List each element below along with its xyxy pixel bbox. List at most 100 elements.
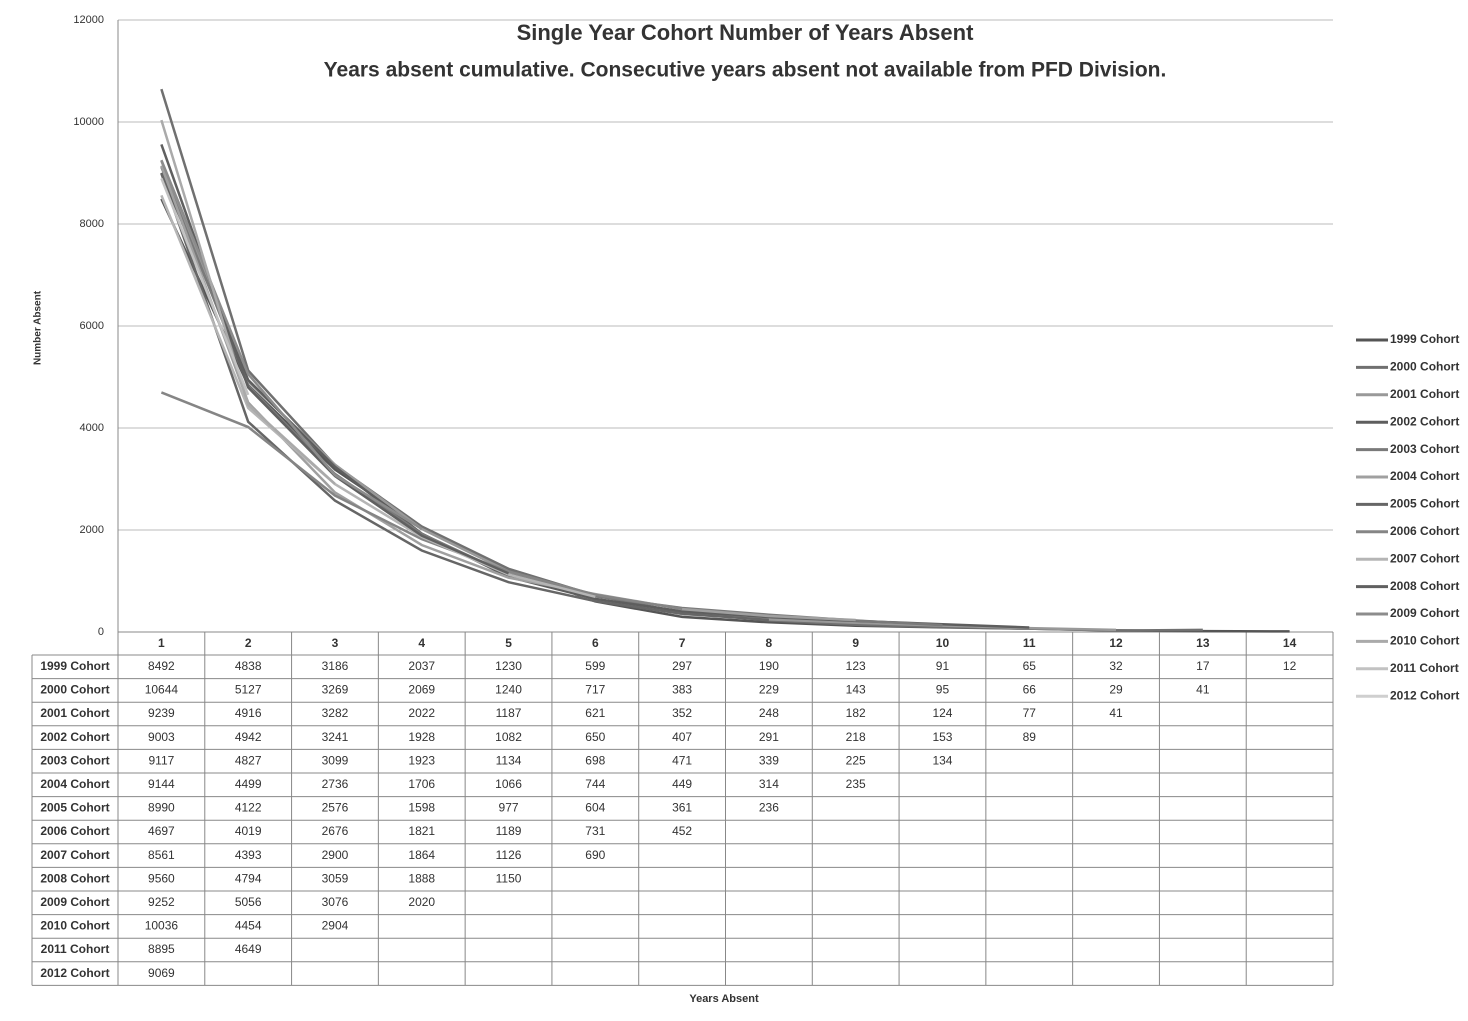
table-value: 9239 (148, 706, 175, 720)
table-value: 4942 (235, 730, 262, 744)
table-value: 2037 (408, 659, 435, 673)
table-value: 604 (585, 801, 605, 815)
table-value: 4916 (235, 706, 262, 720)
table-value: 698 (585, 753, 605, 767)
x-axis-label: Years Absent (689, 993, 759, 1005)
row-header: 1999 Cohort (40, 659, 109, 673)
table-value: 1187 (496, 706, 522, 720)
table-value: 4649 (235, 942, 262, 956)
table-value: 3099 (322, 753, 349, 767)
table-value: 123 (846, 659, 866, 673)
table-value: 1150 (496, 871, 522, 885)
table-value: 1230 (495, 659, 522, 673)
legend-label: 2000 Cohort (1390, 360, 1459, 374)
table-value: 1082 (495, 730, 522, 744)
x-tick-label: 10 (936, 636, 950, 650)
table-value: 1928 (408, 730, 435, 744)
row-header: 2001 Cohort (40, 706, 109, 720)
table-value: 650 (585, 730, 605, 744)
table-value: 248 (759, 706, 779, 720)
table-value: 190 (759, 659, 779, 673)
table-value: 41 (1109, 706, 1123, 720)
y-tick-label: 4000 (80, 422, 104, 434)
table-value: 8561 (148, 848, 175, 862)
legend-label: 2005 Cohort (1390, 497, 1459, 511)
x-tick-label: 2 (245, 636, 252, 650)
row-header: 2004 Cohort (40, 777, 109, 791)
y-tick-label: 0 (98, 626, 104, 638)
x-tick-label: 8 (766, 636, 773, 650)
legend-label: 2003 Cohort (1390, 442, 1459, 456)
legend-label: 2010 Cohort (1390, 634, 1459, 648)
table-value: 17 (1196, 659, 1210, 673)
legend-label: 2009 Cohort (1390, 606, 1459, 620)
legend-label: 2008 Cohort (1390, 579, 1459, 593)
legend-label: 2002 Cohort (1390, 414, 1459, 428)
series-line (160, 144, 510, 575)
legend-label: 2004 Cohort (1390, 469, 1459, 483)
table-value: 12 (1283, 659, 1297, 673)
chart-title: Single Year Cohort Number of Years Absen… (517, 20, 975, 45)
series-line (160, 160, 1117, 632)
table-value: 4794 (235, 871, 262, 885)
x-tick-label: 6 (592, 636, 599, 650)
chart-subtitle: Years absent cumulative. Consecutive yea… (324, 59, 1167, 82)
table-value: 744 (585, 777, 605, 791)
table-value: 1134 (496, 753, 522, 767)
table-value: 1066 (495, 777, 522, 791)
series-line (160, 166, 943, 627)
y-tick-label: 10000 (73, 116, 104, 128)
series-line (160, 194, 596, 599)
y-tick-label: 6000 (80, 320, 104, 332)
table-value: 4499 (235, 777, 262, 791)
table-value: 9117 (148, 753, 174, 767)
table-value: 89 (1023, 730, 1037, 744)
row-header: 2008 Cohort (40, 871, 109, 885)
series-line (160, 172, 1030, 629)
table-value: 10036 (145, 919, 179, 933)
legend-label: 2001 Cohort (1390, 387, 1459, 401)
table-value: 235 (846, 777, 866, 791)
table-value: 2576 (322, 801, 349, 815)
table-value: 41 (1196, 683, 1210, 697)
x-tick-label: 13 (1196, 636, 1210, 650)
y-tick-label: 12000 (73, 14, 104, 26)
table-value: 599 (585, 659, 605, 673)
series-line (160, 391, 683, 611)
table-value: 5127 (235, 683, 262, 697)
table-value: 291 (759, 730, 779, 744)
x-tick-label: 11 (1023, 636, 1036, 650)
table-value: 2022 (408, 706, 435, 720)
table-value: 690 (585, 848, 605, 862)
table-value: 314 (759, 777, 779, 791)
series-line (160, 119, 336, 485)
table-value: 2069 (408, 683, 435, 697)
table-value: 297 (672, 659, 692, 673)
table-value: 65 (1023, 659, 1037, 673)
series-line (160, 198, 1290, 633)
table-value: 4838 (235, 659, 262, 673)
table-value: 9069 (148, 966, 175, 980)
table-value: 29 (1109, 683, 1123, 697)
table-value: 3059 (322, 871, 349, 885)
y-tick-label: 8000 (80, 218, 104, 230)
row-header: 2011 Cohort (41, 942, 110, 956)
table-value: 4454 (235, 919, 262, 933)
table-value: 2736 (322, 777, 349, 791)
table-value: 9252 (148, 895, 175, 909)
table-value: 8492 (148, 659, 175, 673)
table-value: 9003 (148, 730, 175, 744)
table-value: 143 (846, 683, 866, 697)
table-value: 32 (1109, 659, 1123, 673)
table-value: 717 (585, 683, 605, 697)
series-line (160, 177, 250, 396)
x-tick-label: 12 (1109, 636, 1123, 650)
table-value: 10644 (145, 683, 179, 697)
table-value: 1923 (408, 753, 435, 767)
legend-label: 2012 Cohort (1390, 688, 1459, 702)
legend-label: 1999 Cohort (1390, 332, 1459, 346)
table-value: 4019 (235, 824, 262, 838)
series-line (160, 88, 1203, 632)
table-value: 1821 (408, 824, 435, 838)
